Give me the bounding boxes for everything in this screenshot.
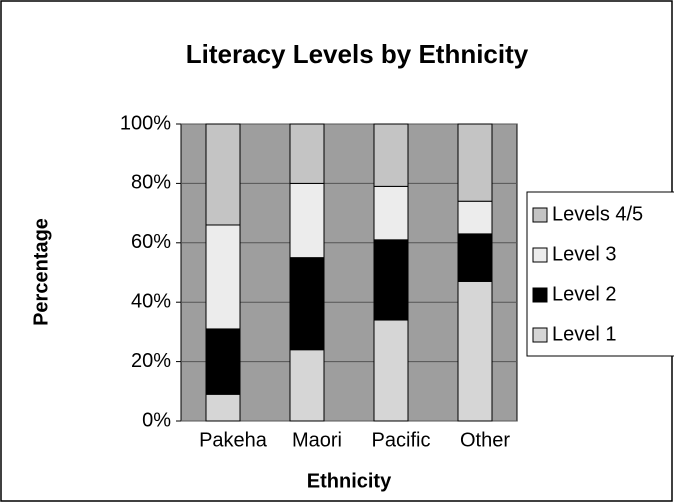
x-axis-label: Ethnicity [307,470,392,492]
y-tick-label: 20% [131,350,171,372]
bar-segment [373,239,409,321]
legend-box [526,191,674,357]
bar-segment [457,123,493,202]
bar-segment [289,182,325,259]
x-tick-label: Other [460,429,510,451]
bar-segment [457,200,493,235]
bar-segment [373,123,409,187]
legend-label: Level 3 [552,243,617,265]
x-tick-label: Pacific [372,429,431,451]
y-tick-label: 0% [142,409,171,431]
legend-swatch [532,207,548,223]
legend-swatch [532,287,548,303]
x-tick-label: Maori [292,429,342,451]
bar-segment [289,123,325,184]
bar-segment [289,257,325,351]
y-tick-label: 100% [120,112,171,134]
legend-swatch [532,247,548,263]
y-tick-label: 80% [131,172,171,194]
y-axis-label: Percentage [30,218,52,326]
bar-segment [289,349,325,422]
y-tick-label: 60% [131,231,171,253]
bar-segment [205,123,241,226]
bar-segment [205,328,241,395]
bar-segment [373,319,409,422]
bar-segment [373,185,409,241]
bar-segment [457,280,493,422]
chart-title: Literacy Levels by Ethnicity [186,39,529,69]
bar-segment [205,393,241,422]
x-tick-label: Pakeha [199,429,268,451]
legend-swatch [532,327,548,343]
legend-label: Level 1 [552,323,617,345]
bar-segment [457,233,493,282]
legend-label: Levels 4/5 [552,203,643,225]
bar-segment [205,224,241,330]
y-tick-label: 40% [131,290,171,312]
legend-label: Level 2 [552,283,617,305]
